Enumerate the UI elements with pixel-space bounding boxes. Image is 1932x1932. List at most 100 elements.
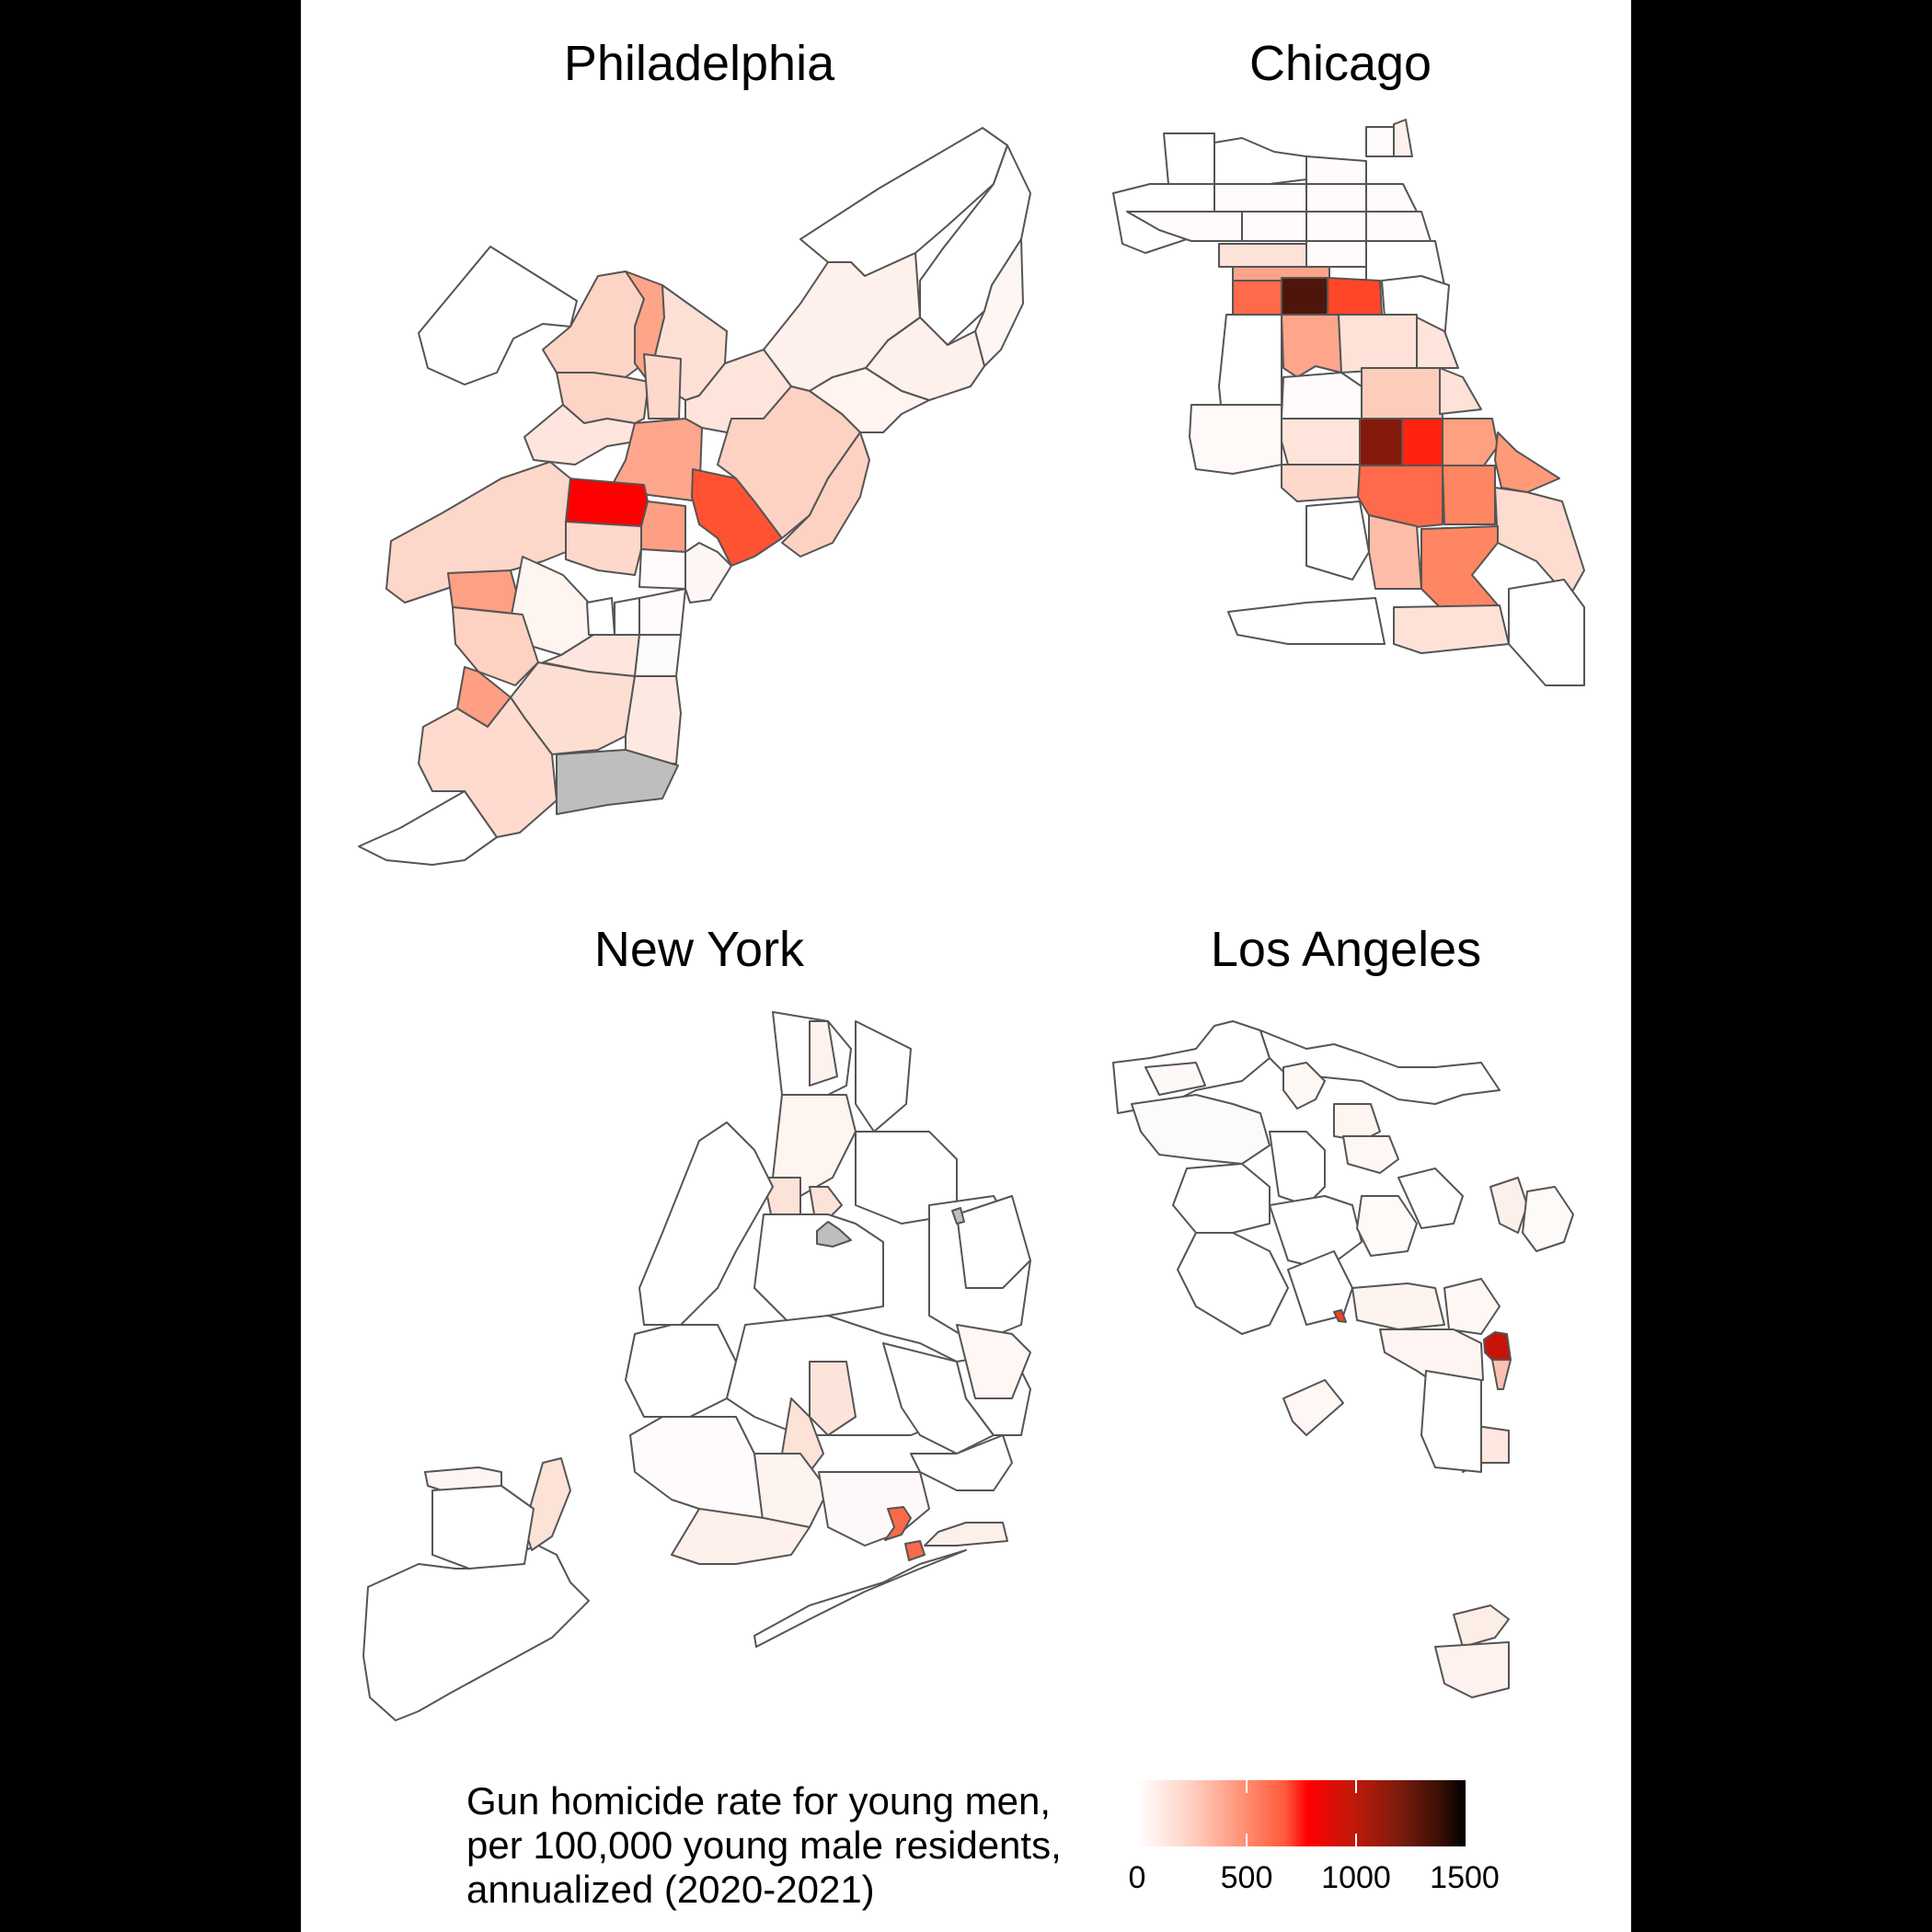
region-polygon: [1491, 1359, 1512, 1390]
legend-tick-label: 1000: [1321, 1860, 1391, 1895]
region-polygon: [1305, 183, 1367, 213]
region-polygon: [1281, 277, 1328, 316]
region-polygon: [1305, 500, 1370, 581]
region-polygon: [1494, 487, 1585, 599]
region-polygon: [1393, 119, 1413, 157]
region-polygon: [562, 477, 649, 527]
region-polygon: [1359, 418, 1403, 466]
region-polygon: [418, 246, 578, 385]
region-polygon: [910, 1434, 1013, 1491]
region-polygon: [816, 1221, 852, 1248]
region-polygon: [1327, 277, 1383, 316]
facet-title-chicago: Chicago: [1248, 36, 1432, 91]
region-polygon: [1420, 1370, 1482, 1473]
region-polygon: [1241, 211, 1307, 242]
region-polygon: [629, 1416, 765, 1528]
region-polygon: [1305, 155, 1367, 185]
region-polygon: [586, 597, 615, 636]
region-polygon: [1434, 1641, 1510, 1698]
region-polygon: [1522, 1186, 1574, 1252]
region-polygon: [671, 1508, 811, 1565]
region-polygon: [1281, 372, 1363, 420]
region-polygon: [809, 1361, 857, 1436]
chicago-map: [1112, 119, 1585, 686]
legend-tick-label: 500: [1220, 1860, 1273, 1895]
region-polygon: [1232, 280, 1282, 316]
region-polygon: [1305, 240, 1367, 268]
region-polygon: [625, 675, 682, 765]
region-polygon: [753, 1549, 967, 1648]
new-york-map: [362, 1011, 1031, 1721]
region-polygon: [1453, 1604, 1510, 1648]
facet-title-new-york: New York: [593, 922, 805, 977]
region-polygon: [1351, 1282, 1445, 1330]
region-polygon: [1333, 1309, 1347, 1323]
region-polygon: [753, 1453, 829, 1528]
legend-tick-label: 0: [1128, 1860, 1146, 1895]
region-polygon: [1281, 464, 1363, 502]
region-polygon: [431, 1485, 535, 1570]
region-polygon: [1361, 367, 1443, 420]
region-polygon: [643, 353, 682, 420]
legend-tick-label: 1500: [1430, 1860, 1500, 1895]
philadelphia-map: [358, 127, 1031, 866]
region-polygon: [1439, 367, 1482, 415]
region-polygon: [611, 418, 703, 502]
region-polygon: [362, 1545, 590, 1721]
region-polygon: [1269, 1195, 1363, 1271]
region-polygon: [1305, 211, 1367, 242]
region-polygon: [638, 548, 686, 590]
region-polygon: [1393, 604, 1510, 654]
region-polygon: [1489, 1177, 1528, 1234]
legend-title: Gun homicide rate for young men, per 100…: [466, 1779, 1062, 1911]
region-polygon: [1144, 1062, 1206, 1096]
region-polygon: [924, 1522, 1008, 1547]
region-polygon: [1416, 316, 1459, 369]
region-polygon: [956, 1195, 1031, 1289]
region-polygon: [818, 1471, 930, 1547]
region-polygon: [1177, 1232, 1289, 1335]
region-polygon: [855, 1020, 912, 1133]
region-polygon: [1269, 1131, 1326, 1206]
region-polygon: [1287, 1250, 1353, 1326]
region-polygon: [358, 790, 498, 866]
region-polygon: [1420, 525, 1501, 608]
region-polygon: [1401, 418, 1443, 466]
region-polygon: [638, 1121, 774, 1326]
region-polygon: [781, 431, 870, 558]
region-polygon: [884, 1506, 912, 1541]
region-polygon: [1443, 1278, 1501, 1335]
region-polygon: [684, 542, 732, 604]
los-angeles-map: [1112, 1020, 1574, 1698]
region-polygon: [1442, 465, 1496, 525]
region-polygon: [556, 749, 679, 815]
facet-title-los-angeles: Los Angeles: [1210, 922, 1482, 977]
region-polygon: [1365, 183, 1418, 213]
region-polygon: [1282, 1062, 1326, 1110]
region-polygon: [640, 500, 686, 553]
region-polygon: [1189, 404, 1282, 475]
region-polygon: [956, 1324, 1031, 1399]
region-polygon: [1131, 1094, 1271, 1165]
region-polygon: [1397, 1167, 1464, 1229]
region-polygon: [1281, 314, 1342, 378]
region-polygon: [1365, 211, 1432, 242]
region-polygon: [452, 606, 539, 686]
region-polygon: [1281, 418, 1363, 466]
region-polygon: [638, 588, 686, 636]
region-polygon: [1213, 137, 1307, 185]
region-polygon: [951, 1207, 965, 1225]
region-polygon: [1442, 418, 1499, 470]
region-polygon: [1338, 314, 1418, 374]
region-polygon: [385, 461, 571, 604]
region-polygon: [1218, 243, 1307, 268]
region-polygon: [634, 634, 682, 677]
region-polygon: [625, 1324, 737, 1418]
legend-tick-mark: [1246, 1780, 1248, 1846]
region-polygon: [974, 238, 1024, 367]
region-polygon: [1342, 1135, 1399, 1174]
region-polygon: [1494, 431, 1560, 493]
region-polygon: [1368, 514, 1422, 590]
region-polygon: [1282, 1379, 1344, 1436]
